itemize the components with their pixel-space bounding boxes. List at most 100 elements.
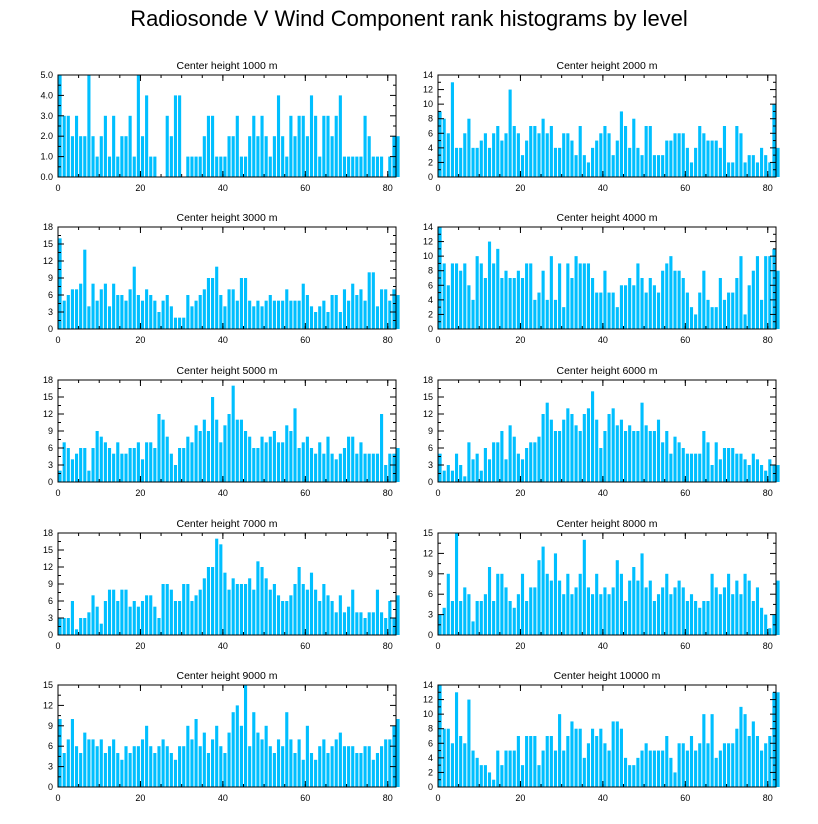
histogram-bar [508,425,512,482]
histogram-bar [194,595,198,635]
histogram-bar [227,136,231,177]
histogram-bar [764,155,768,177]
histogram-bar [516,270,520,329]
y-tick-label: 3 [48,762,53,772]
histogram-bar [743,573,747,635]
histogram-bar [215,156,219,177]
histogram-bar [512,436,516,482]
histogram-bar [714,307,718,329]
histogram-bar [706,743,710,787]
histogram-bar [603,126,607,177]
histogram-bar [599,594,603,635]
histogram-bar [537,133,541,177]
x-tick-label: 60 [300,641,310,651]
histogram-bar [318,601,322,635]
histogram-bar [743,314,747,329]
histogram-bar [661,270,665,329]
histogram-bar [628,278,632,329]
histogram-bar [153,753,157,787]
histogram-bar [652,601,656,635]
histogram-bar [153,300,157,329]
histogram-bar [760,465,764,482]
histogram-bar [140,136,145,177]
histogram-bar [512,278,516,329]
histogram-bar [640,750,644,787]
y-tick-label: 9 [48,273,53,283]
histogram-bar [62,618,66,635]
histogram-bar [714,140,718,177]
panel-title: Center height 2000 m [557,60,658,72]
histogram-bar [161,584,165,635]
y-tick-label: 2 [428,767,433,777]
histogram-bar [190,156,194,177]
histogram-bar [227,589,231,635]
y-tick-label: 14 [423,222,433,232]
histogram-bar [558,714,562,787]
histogram-bar [698,126,702,177]
histogram-bar [562,750,566,787]
histogram-bar [735,728,739,787]
histogram-bar [231,578,235,635]
x-tick-label: 40 [218,335,228,345]
histogram-bar [285,289,289,329]
histogram-bar [533,126,537,177]
histogram-bar [252,306,256,329]
panel-title: Center height 1000 m [177,60,278,72]
histogram-bar [595,292,599,329]
x-tick-label: 40 [218,793,228,803]
histogram-bar [768,459,772,482]
histogram-bar [326,312,330,329]
histogram-bar [747,580,751,635]
histogram-bar [636,147,640,177]
histogram-bar [599,133,603,177]
histogram-bar [103,115,107,177]
histogram-bar [751,721,755,787]
histogram-bar [198,156,202,177]
histogram-bar [371,453,375,482]
histogram-bar [446,465,450,482]
histogram-bar [504,587,508,635]
histogram-bar [582,757,586,787]
histogram-bar [305,589,309,635]
histogram-bar [533,442,537,482]
histogram-bar [165,746,169,787]
histogram-bar [359,156,363,177]
histogram-bar [553,431,558,482]
histogram-bar [722,448,727,482]
histogram-bar [582,155,586,177]
histogram-bar [508,601,512,635]
histogram-bar [396,719,400,787]
histogram-bar [710,307,714,329]
histogram-bar [755,736,760,787]
histogram-bar [371,759,375,787]
histogram-bar [516,594,520,635]
histogram-bar [297,448,301,482]
histogram-bar [623,601,628,635]
histogram-bar [173,601,178,635]
histogram-bar [475,256,479,329]
histogram-bar [640,278,644,329]
histogram-bar [459,270,463,329]
histogram-bar [384,289,388,329]
histogram-bar [206,753,211,787]
histogram-bar [665,140,669,177]
histogram-bar [260,436,264,482]
x-tick-label: 40 [598,183,608,193]
histogram-bar [211,397,215,482]
histogram-bar [607,594,611,635]
histogram-bar [694,750,698,787]
histogram-bar [471,147,475,177]
histogram-bar [702,133,706,177]
histogram-bar [599,728,603,787]
histogram-bar [359,612,363,635]
histogram-bar [698,607,702,635]
histogram-bar [755,162,760,177]
histogram-bar [487,459,492,482]
histogram-bar [582,539,586,635]
histogram-bar [591,278,595,329]
histogram-bar [297,739,301,787]
histogram-bar [355,453,359,482]
y-tick-label: 10 [423,251,433,261]
histogram-bar [132,448,136,482]
histogram-bar [157,312,161,329]
